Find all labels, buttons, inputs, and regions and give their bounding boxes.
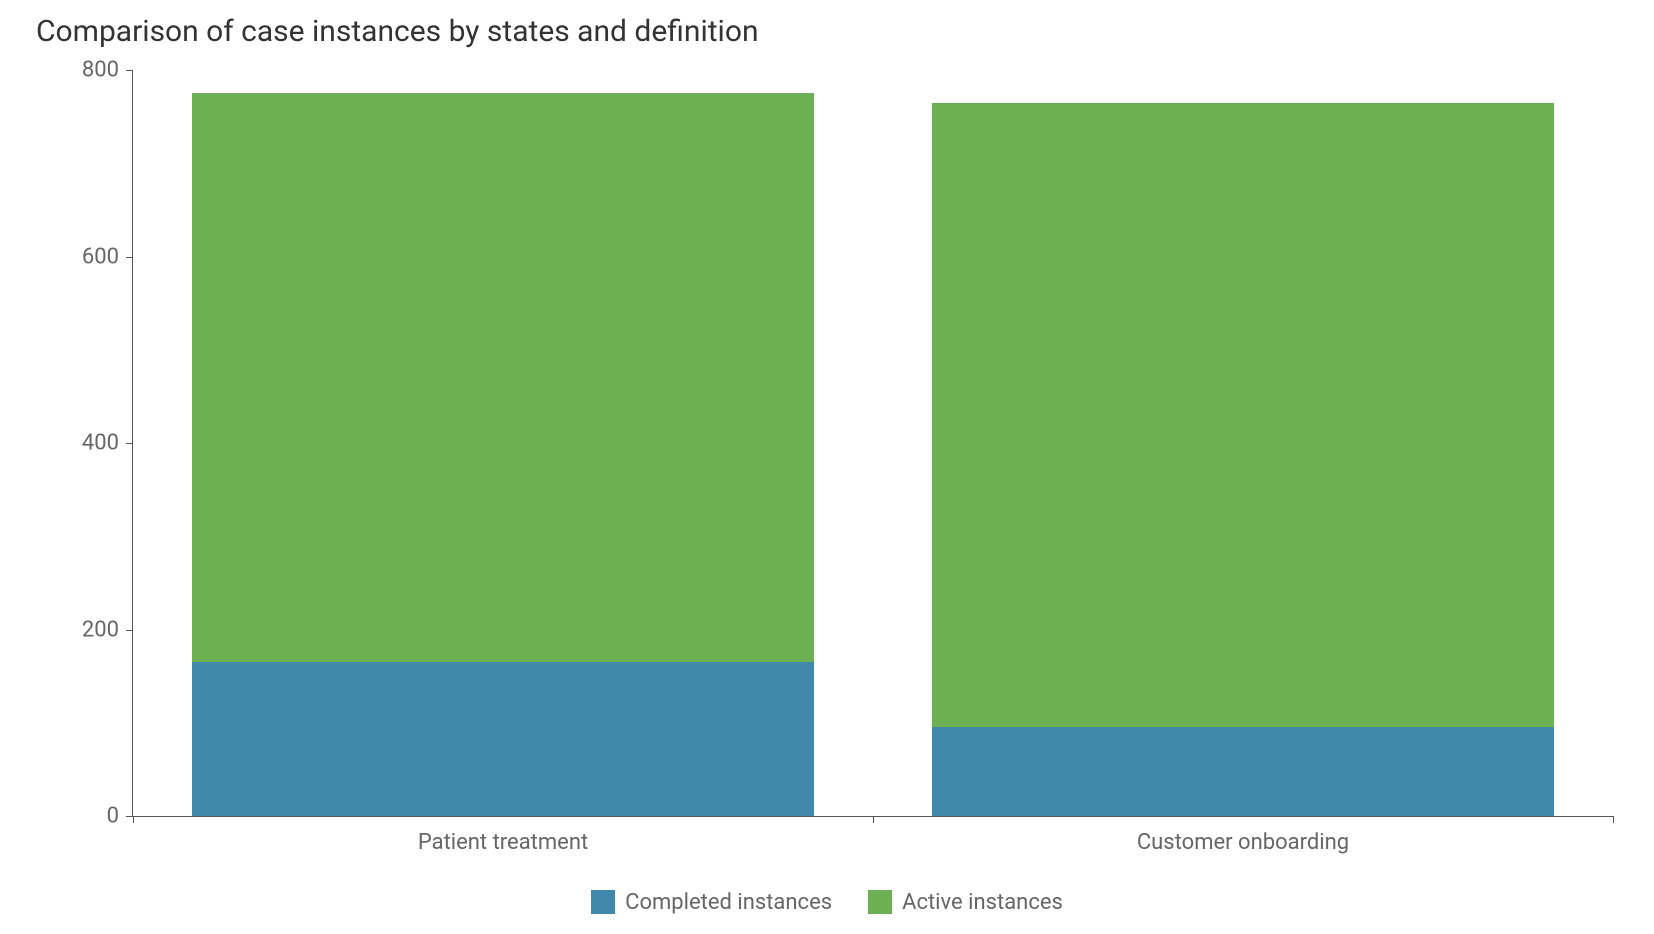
x-tick-mark xyxy=(133,816,134,823)
x-category-label: Customer onboarding xyxy=(1137,830,1349,855)
legend: Completed instances Active instances xyxy=(0,890,1654,921)
legend-swatch xyxy=(868,890,892,914)
bar-segment xyxy=(192,662,814,816)
legend-item: Completed instances xyxy=(591,890,832,915)
y-tick-mark xyxy=(126,257,133,258)
stacked-bar-chart: Comparison of case instances by states a… xyxy=(0,0,1654,934)
bar-segment xyxy=(932,103,1554,728)
plot-area: 0200400600800Patient treatmentCustomer o… xyxy=(132,70,1613,817)
x-tick-mark xyxy=(873,816,874,823)
y-tick-mark xyxy=(126,70,133,71)
x-category-label: Patient treatment xyxy=(418,830,588,855)
legend-swatch xyxy=(591,890,615,914)
y-tick-mark xyxy=(126,816,133,817)
legend-label: Active instances xyxy=(902,890,1063,915)
bar-segment xyxy=(192,93,814,662)
chart-title: Comparison of case instances by states a… xyxy=(36,14,759,49)
x-tick-mark xyxy=(1613,816,1614,823)
y-tick-mark xyxy=(126,443,133,444)
bar-segment xyxy=(932,727,1554,816)
y-tick-mark xyxy=(126,630,133,631)
legend-label: Completed instances xyxy=(625,890,832,915)
legend-item: Active instances xyxy=(868,890,1063,915)
